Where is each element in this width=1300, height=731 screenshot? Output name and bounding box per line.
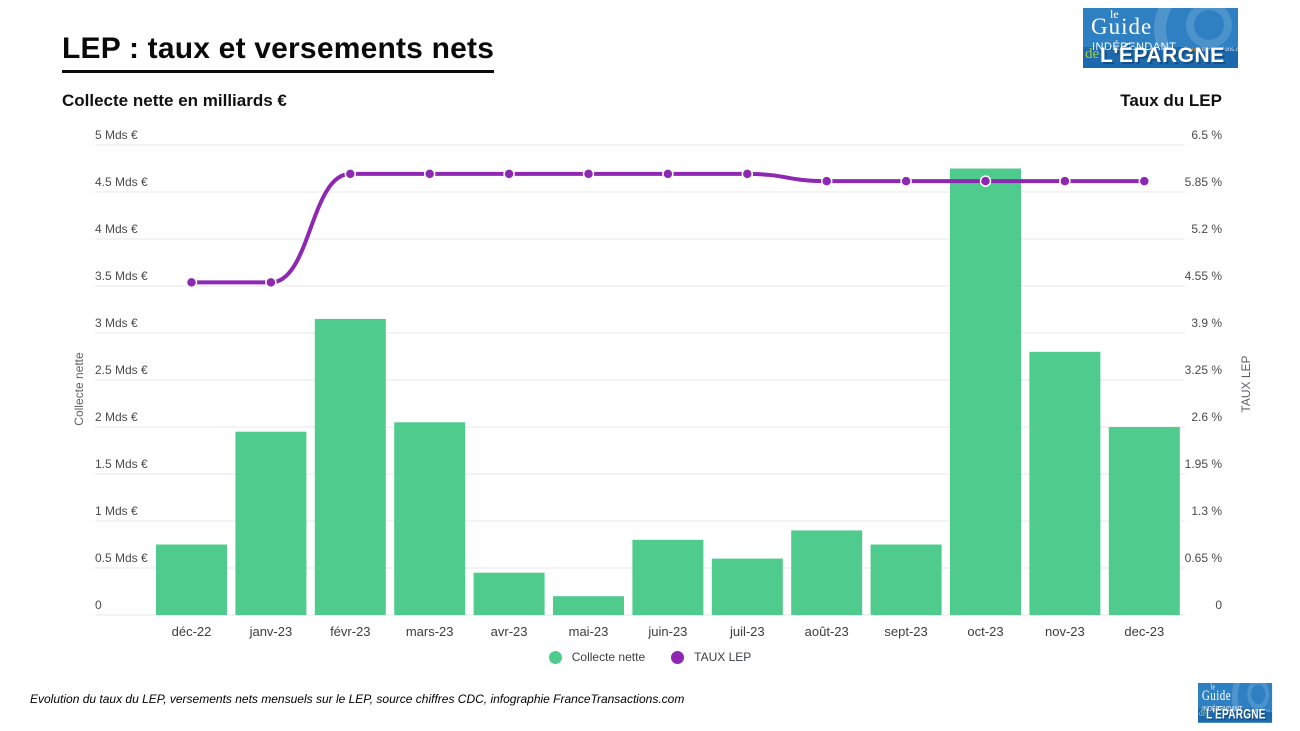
left-axis-tick: 3.5 Mds € [95,269,148,283]
left-axis-tick: 5 Mds € [95,128,138,142]
bar-oct-23 [950,168,1021,615]
source-note: Evolution du taux du LEP, versements net… [30,692,685,706]
point-juil-23 [741,168,754,180]
right-axis-tick: 5.85 % [1185,175,1223,189]
x-label-sept-23: sept-23 [884,624,927,639]
left-axis-tick: 2.5 Mds € [95,363,148,377]
right-axis-tick: 1.3 % [1191,504,1222,518]
point-nov-23 [1059,175,1071,187]
right-axis-tick: 6.5 % [1191,128,1222,142]
bar-févr-23 [314,318,386,615]
point-déc-22 [185,276,198,289]
x-label-dec-23: dec-23 [1124,624,1164,639]
point-juin-23 [662,168,674,180]
right-axis-tick: 1.95 % [1185,457,1223,471]
x-label-avr-23: avr-23 [491,624,528,639]
left-axis-heading: Collecte nette en milliards € [62,91,287,110]
x-label-oct-23: oct-23 [967,624,1003,639]
left-axis-tick: 1 Mds € [95,504,138,518]
bar-mars-23 [394,422,466,615]
logo-text-de: de [1085,46,1100,62]
logo-text-le: le [1110,8,1119,21]
logo-text-epargne: L'ÉPARGNE [1206,706,1266,723]
point-avr-23 [503,168,515,180]
right-axis-tick: 3.25 % [1185,363,1223,377]
legend-item-taux-lep[interactable]: TAUX LEP [671,650,751,664]
legend-label: Collecte nette [571,650,646,664]
bar-juin-23 [632,539,704,615]
bar-avr-23 [473,572,545,615]
right-axis-label: TAUX LEP [1239,355,1253,413]
x-label-déc-22: déc-22 [172,624,212,639]
right-axis-heading: Taux du LEP [1120,91,1222,110]
x-label-mai-23: mai-23 [569,624,609,639]
bar-sept-23 [870,544,942,615]
x-label-août-23: août-23 [805,624,849,639]
left-axis-tick: 4 Mds € [95,222,138,236]
left-axis-tick: 4.5 Mds € [95,175,148,189]
point-oct-23 [979,175,992,187]
legend-label: TAUX LEP [694,650,752,664]
guide-epargne-logo[interactable]: le Guide INDÉPENDANT francetransactions.… [1083,8,1238,68]
left-axis-tick: 1.5 Mds € [95,457,148,471]
legend-swatch-green-icon [548,650,562,664]
page-title: LEP : taux et versements nets [62,32,495,74]
right-axis-tick: 5.2 % [1191,222,1222,236]
left-axis-tick: 2 Mds € [95,410,138,424]
bar-dec-23 [1108,427,1180,615]
right-axis-tick: 2.6 % [1191,410,1222,424]
right-axis-tick: 0.65 % [1185,551,1223,565]
point-mai-23 [582,168,595,180]
logo-text-independant: INDÉPENDANT [1092,41,1177,53]
x-label-janv-23: janv-23 [249,624,293,639]
right-axis-tick: 4.55 % [1185,269,1223,283]
point-sept-23 [900,175,912,187]
guide-epargne-logo-small[interactable]: le Guide INDÉPENDANT francetransactions.… [1198,683,1273,723]
logo-text-guide: Guide [1201,686,1232,704]
logo-text-guide: Guide [1091,14,1153,39]
bar-nov-23 [1029,351,1101,615]
point-févr-23 [344,168,357,180]
logo-text-site: francetransactions.com [1185,47,1238,53]
x-label-févr-23: févr-23 [330,624,370,639]
point-dec-23 [1138,175,1151,187]
chart-legend: Collecte nette TAUX LEP [0,650,1300,664]
x-label-nov-23: nov-23 [1045,624,1085,639]
logo-text-le: le [1210,683,1216,692]
logo-text-site: francetransactions.com [1246,708,1272,713]
logo-text-epargne: L'ÉPARGNE [1100,44,1225,67]
logo-swirl-icon [1247,683,1270,710]
legend-swatch-purple-icon [671,650,685,664]
x-label-juil-23: juil-23 [729,624,765,639]
bar-janv-23 [235,431,307,615]
bar-août-23 [791,530,863,615]
right-axis-tick: 3.9 % [1191,316,1222,330]
bar-mai-23 [553,596,624,615]
left-axis-tick: 0.5 Mds € [95,551,148,565]
logo-swirl-icon [1186,8,1232,48]
logo-band [1083,47,1238,68]
x-label-mars-23: mars-23 [406,624,454,639]
point-janv-23 [265,276,277,289]
bar-déc-22 [156,544,227,615]
logo-text-independant: INDÉPENDANT [1202,704,1243,713]
logo-swirl-icon [1231,683,1273,723]
left-axis-tick: 0 [95,598,102,612]
bar-juil-23 [711,558,783,615]
logo-band [1198,708,1273,723]
logo-text-de: de [1198,708,1206,719]
left-axis-label: Collecte nette [72,352,86,426]
x-label-juin-23: juin-23 [647,624,687,639]
left-axis-tick: 3 Mds € [95,316,138,330]
legend-item-collecte-nette[interactable]: Collecte nette [548,650,646,664]
point-août-23 [820,175,833,187]
right-axis-tick: 0 [1215,598,1222,612]
point-mars-23 [423,168,436,180]
